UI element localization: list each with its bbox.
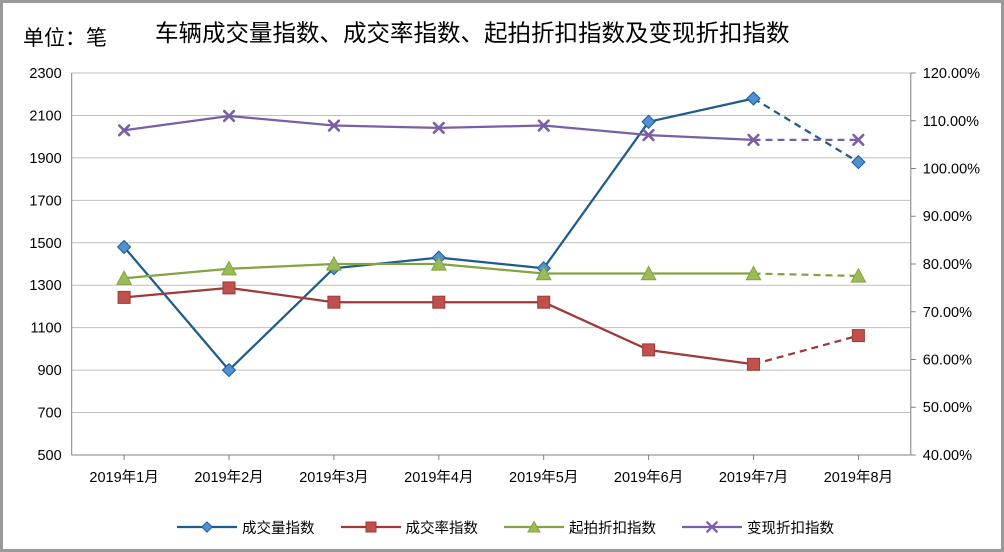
svg-text:70.00%: 70.00% (923, 305, 972, 321)
svg-text:1300: 1300 (29, 278, 61, 294)
svg-text:2019年5月: 2019年5月 (509, 469, 578, 486)
svg-text:90.00%: 90.00% (923, 209, 972, 225)
svg-text:100.00%: 100.00% (923, 162, 980, 178)
svg-text:700: 700 (37, 406, 61, 422)
svg-text:900: 900 (37, 363, 61, 379)
svg-text:80.00%: 80.00% (923, 257, 972, 273)
svg-text:2019年2月: 2019年2月 (194, 469, 263, 486)
svg-text:1700: 1700 (29, 193, 61, 209)
svg-text:50.00%: 50.00% (923, 400, 972, 416)
svg-text:110.00%: 110.00% (923, 114, 979, 130)
svg-text:2300: 2300 (29, 66, 61, 82)
svg-text:1900: 1900 (29, 151, 61, 167)
svg-text:2019年3月: 2019年3月 (299, 469, 368, 486)
svg-text:40.00%: 40.00% (923, 448, 972, 464)
svg-text:60.00%: 60.00% (923, 353, 972, 369)
svg-text:120.00%: 120.00% (923, 66, 980, 82)
svg-text:1100: 1100 (31, 321, 62, 337)
svg-text:2019年7月: 2019年7月 (719, 469, 788, 486)
svg-text:2019年1月: 2019年1月 (89, 469, 158, 486)
svg-text:1500: 1500 (29, 236, 61, 252)
svg-text:500: 500 (37, 448, 61, 464)
svg-text:2019年6月: 2019年6月 (614, 469, 683, 486)
svg-text:2019年8月: 2019年8月 (824, 469, 893, 486)
svg-text:2100: 2100 (29, 108, 61, 124)
svg-text:2019年4月: 2019年4月 (404, 469, 473, 486)
